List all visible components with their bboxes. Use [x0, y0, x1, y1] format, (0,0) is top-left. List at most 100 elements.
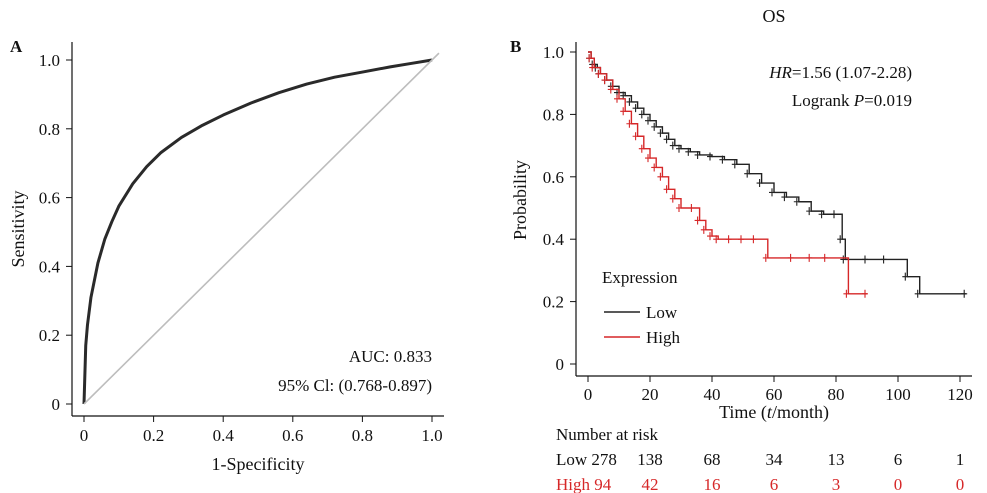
roc-x-tick-label: 0.6	[282, 426, 303, 445]
km-title: OS	[762, 6, 785, 26]
legend-label-high: High	[646, 328, 681, 347]
km-x-tick-label: 100	[885, 385, 911, 404]
censor-mark-low	[831, 210, 837, 219]
censor-mark-high	[589, 63, 596, 72]
censor-mark-high	[700, 225, 707, 234]
censor-mark-high	[707, 232, 713, 241]
risk-cell-low: 68	[704, 450, 721, 469]
censor-mark-low	[902, 272, 909, 281]
km-y-tick-label: 0.4	[543, 230, 565, 249]
censor-mark-high	[676, 204, 682, 212]
km-x-tick-label: 60	[766, 385, 783, 404]
censor-mark-low	[719, 155, 726, 164]
censor-mark-high	[713, 235, 720, 244]
censor-mark-low	[961, 289, 968, 298]
panel-a-label: A	[10, 37, 23, 56]
legend-label-low: Low	[646, 303, 678, 322]
censor-mark-high	[620, 107, 627, 116]
censor-mark-low	[676, 144, 682, 153]
censor-mark-low	[638, 110, 645, 119]
censor-mark-low	[694, 150, 701, 159]
censor-mark-low	[806, 207, 813, 216]
roc-y-tick-label: 0	[52, 395, 61, 414]
censor-mark-low	[645, 116, 651, 125]
risk-row-low-label: Low 278	[556, 450, 617, 469]
censor-mark-low	[837, 235, 844, 244]
censor-mark-low	[707, 152, 713, 161]
censor-mark-low	[657, 129, 664, 138]
censor-mark-low	[793, 197, 800, 206]
risk-cell-high: 0	[956, 475, 965, 493]
censor-mark-high	[651, 163, 658, 172]
censor-mark-high	[586, 54, 593, 63]
roc-x-label: 1-Specificity	[212, 454, 305, 474]
censor-mark-high	[657, 172, 664, 181]
censor-mark-high	[750, 235, 757, 244]
km-x-tick-label: 20	[642, 385, 659, 404]
km-x-tick-label: 80	[828, 385, 845, 404]
censor-mark-high	[632, 132, 639, 141]
censor-mark-high	[862, 289, 868, 298]
roc-y-tick-label: 0.2	[39, 326, 60, 345]
km-y-label: Probability	[510, 160, 530, 240]
censor-mark-high	[669, 194, 676, 203]
km-x-tick-label: 0	[584, 385, 593, 404]
censor-mark-high	[694, 216, 701, 225]
censor-mark-low	[669, 141, 676, 150]
censor-mark-high	[595, 69, 602, 78]
risk-cell-high: 0	[894, 475, 903, 493]
censor-mark-low	[914, 289, 921, 298]
km-x-tick-label: 40	[704, 385, 721, 404]
risk-table-title: Number at risk	[556, 425, 658, 444]
hr-annotation: HR=1.56 (1.07-2.28)	[768, 63, 912, 82]
roc-x-tick-label: 0.8	[352, 426, 373, 445]
censor-mark-high	[762, 253, 769, 262]
roc-y-label: Sensitivity	[8, 190, 28, 267]
km-x-tick-label: 120	[947, 385, 973, 404]
risk-cell-high: 42	[642, 475, 659, 493]
censor-mark-high	[638, 144, 645, 153]
censor-mark-high	[645, 154, 651, 163]
roc-x-tick-label: 0.4	[213, 426, 235, 445]
km-y-tick-label: 1.0	[543, 43, 564, 62]
km-panel: B OS 0 20 40 60 80 100 120 00.20.40.60.81.0 Ti…	[510, 6, 973, 493]
censor-mark-low	[769, 188, 775, 197]
censor-mark-low	[818, 210, 825, 219]
censor-mark-low	[685, 147, 692, 156]
censor-mark-high	[614, 94, 620, 103]
ci-annotation: 95% Cl: (0.768-0.897)	[278, 376, 432, 395]
roc-y-tick-label: 1.0	[39, 51, 60, 70]
roc-panel: A 0 0.2 0.4 0.6 0.8 1.0 0 0.2 0.4 0.6 0.8 1.0 1-Sp…	[8, 37, 444, 474]
censor-mark-high	[626, 119, 633, 128]
censor-mark-high	[688, 204, 695, 212]
panel-b-label: B	[510, 37, 521, 56]
roc-y-tick-label: 0.8	[39, 120, 60, 139]
censor-mark-high	[663, 185, 670, 194]
censor-mark-low	[626, 97, 633, 106]
censor-mark-low	[862, 255, 868, 264]
censor-mark-high	[601, 76, 608, 85]
roc-curve	[82, 58, 433, 405]
censor-mark-low	[632, 104, 639, 113]
censor-mark-high	[806, 253, 813, 262]
censor-mark-low	[651, 122, 658, 131]
risk-cell-low: 13	[828, 450, 845, 469]
censor-mark-high	[738, 235, 744, 244]
km-y-tick-label: 0.8	[543, 105, 564, 124]
censor-mark-low	[756, 179, 763, 188]
censor-mark-low	[880, 255, 887, 264]
risk-row-high-label: High 94	[556, 475, 612, 493]
risk-table: Number at risk Low 278 High 94 138 68 34 13…	[556, 425, 964, 493]
risk-cell-high: 6	[770, 475, 779, 493]
legend-title: Expression	[602, 268, 678, 287]
km-y-tick-label: 0	[556, 355, 565, 374]
censor-mark-low	[731, 160, 738, 169]
risk-cell-low: 6	[894, 450, 903, 469]
censor-mark-high	[843, 289, 850, 298]
roc-y-tick-label: 0.4	[39, 257, 61, 276]
km-y-tick-label: 0.6	[543, 168, 564, 187]
censor-mark-high	[821, 253, 828, 262]
roc-x-tick-label: 1.0	[421, 426, 442, 445]
risk-cell-low: 138	[637, 450, 663, 469]
